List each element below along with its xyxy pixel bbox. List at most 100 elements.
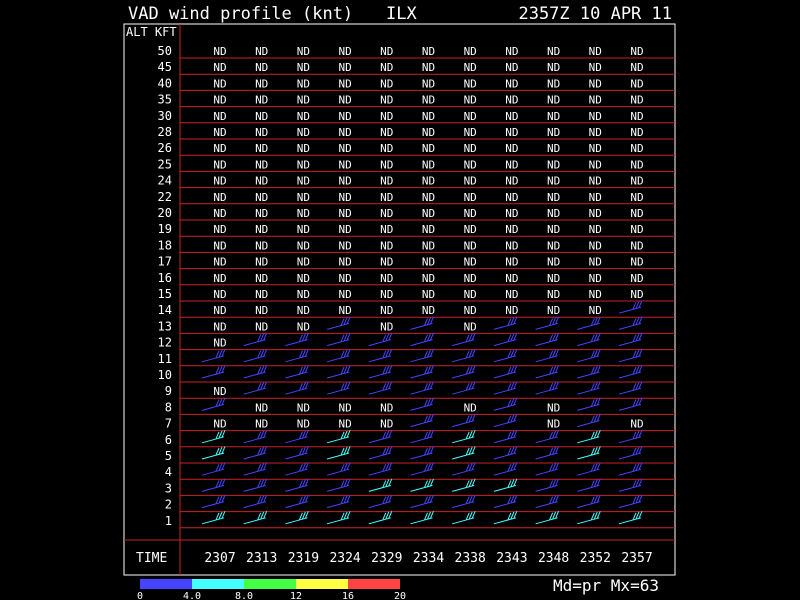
nd-label: ND bbox=[255, 401, 268, 414]
nd-label: ND bbox=[338, 126, 351, 139]
alt-label: 45 bbox=[158, 60, 172, 74]
legend-tick: 4.0 bbox=[183, 591, 201, 600]
alt-label: 24 bbox=[158, 174, 172, 188]
nd-label: ND bbox=[380, 272, 393, 285]
nd-label: ND bbox=[213, 158, 226, 171]
nd-label: ND bbox=[213, 175, 226, 188]
nd-label: ND bbox=[505, 45, 518, 58]
nd-label: ND bbox=[547, 110, 560, 123]
nd-label: ND bbox=[422, 158, 435, 171]
nd-label: ND bbox=[380, 207, 393, 220]
nd-label: ND bbox=[505, 110, 518, 123]
nd-label: ND bbox=[380, 110, 393, 123]
legend-tick: 0 bbox=[137, 591, 143, 600]
nd-label: ND bbox=[505, 175, 518, 188]
nd-label: ND bbox=[505, 256, 518, 269]
nd-label: ND bbox=[547, 418, 560, 431]
wind-barb bbox=[326, 381, 351, 395]
wind-barb bbox=[452, 381, 476, 395]
nd-label: ND bbox=[422, 94, 435, 107]
nd-label: ND bbox=[380, 320, 393, 333]
nd-label: ND bbox=[213, 272, 226, 285]
nd-label: ND bbox=[213, 126, 226, 139]
legend-tick: 12 bbox=[290, 591, 302, 600]
wind-barb bbox=[201, 430, 226, 444]
wind-barb bbox=[410, 397, 434, 411]
nd-label: ND bbox=[464, 304, 477, 317]
nd-label: ND bbox=[338, 239, 351, 252]
nd-label: ND bbox=[630, 207, 643, 220]
wind-barb bbox=[285, 494, 309, 509]
wind-barb bbox=[577, 332, 601, 347]
nd-label: ND bbox=[630, 418, 643, 431]
nd-label: ND bbox=[213, 45, 226, 58]
wind-barb bbox=[243, 349, 268, 363]
time-header: TIME bbox=[136, 551, 167, 566]
nd-label: ND bbox=[630, 94, 643, 107]
wind-barb bbox=[410, 332, 434, 347]
nd-label: ND bbox=[255, 126, 268, 139]
wind-barb bbox=[368, 332, 393, 347]
wind-barb bbox=[452, 349, 476, 363]
nd-label: ND bbox=[464, 45, 477, 58]
wind-barb bbox=[326, 511, 351, 525]
nd-label: ND bbox=[297, 223, 310, 236]
wind-barb bbox=[285, 462, 309, 476]
nd-label: ND bbox=[464, 61, 477, 74]
alt-label: 3 bbox=[165, 481, 172, 495]
nd-label: ND bbox=[380, 61, 393, 74]
nd-label: ND bbox=[297, 175, 310, 188]
nd-label: ND bbox=[380, 223, 393, 236]
wind-barb bbox=[452, 430, 476, 444]
legend-tick: 16 bbox=[342, 591, 354, 600]
wind-barb bbox=[201, 462, 226, 476]
wind-barb bbox=[452, 446, 476, 460]
wind-barb bbox=[577, 365, 601, 379]
wind-barb bbox=[618, 494, 643, 509]
wind-barb bbox=[243, 462, 268, 476]
nd-label: ND bbox=[255, 191, 268, 204]
nd-label: ND bbox=[630, 77, 643, 90]
nd-label: ND bbox=[589, 126, 602, 139]
wind-barb bbox=[493, 397, 518, 411]
wind-barb bbox=[285, 478, 309, 492]
wind-barb bbox=[201, 511, 226, 525]
nd-label: ND bbox=[338, 418, 351, 431]
wind-barb bbox=[535, 511, 560, 525]
nd-label: ND bbox=[213, 223, 226, 236]
nd-label: ND bbox=[505, 223, 518, 236]
wind-barb bbox=[577, 494, 601, 509]
nd-label: ND bbox=[422, 223, 435, 236]
wind-barb bbox=[326, 430, 351, 444]
time-label: 2343 bbox=[496, 551, 527, 566]
nd-label: ND bbox=[589, 142, 602, 155]
nd-label: ND bbox=[505, 94, 518, 107]
wind-barb bbox=[201, 478, 226, 492]
nd-label: ND bbox=[380, 401, 393, 414]
nd-label: ND bbox=[297, 158, 310, 171]
nd-label: ND bbox=[589, 77, 602, 90]
nd-label: ND bbox=[630, 61, 643, 74]
wind-barb bbox=[535, 381, 560, 395]
nd-label: ND bbox=[255, 77, 268, 90]
wind-barb bbox=[452, 511, 476, 525]
wind-barb bbox=[452, 478, 476, 492]
nd-label: ND bbox=[297, 418, 310, 431]
wind-barb bbox=[201, 494, 226, 509]
wind-barb bbox=[201, 397, 226, 411]
wind-barb bbox=[326, 316, 351, 330]
wind-barb bbox=[368, 446, 393, 460]
wind-barb bbox=[452, 462, 476, 476]
nd-label: ND bbox=[338, 61, 351, 74]
nd-label: ND bbox=[505, 288, 518, 301]
nd-label: ND bbox=[297, 401, 310, 414]
nd-label: ND bbox=[630, 45, 643, 58]
wind-barb bbox=[410, 349, 434, 363]
alt-label: 30 bbox=[158, 109, 172, 123]
nd-label: ND bbox=[338, 142, 351, 155]
nd-label: ND bbox=[505, 304, 518, 317]
nd-label: ND bbox=[464, 288, 477, 301]
wind-barb bbox=[452, 332, 476, 347]
wind-barb bbox=[243, 381, 268, 395]
nd-label: ND bbox=[338, 191, 351, 204]
